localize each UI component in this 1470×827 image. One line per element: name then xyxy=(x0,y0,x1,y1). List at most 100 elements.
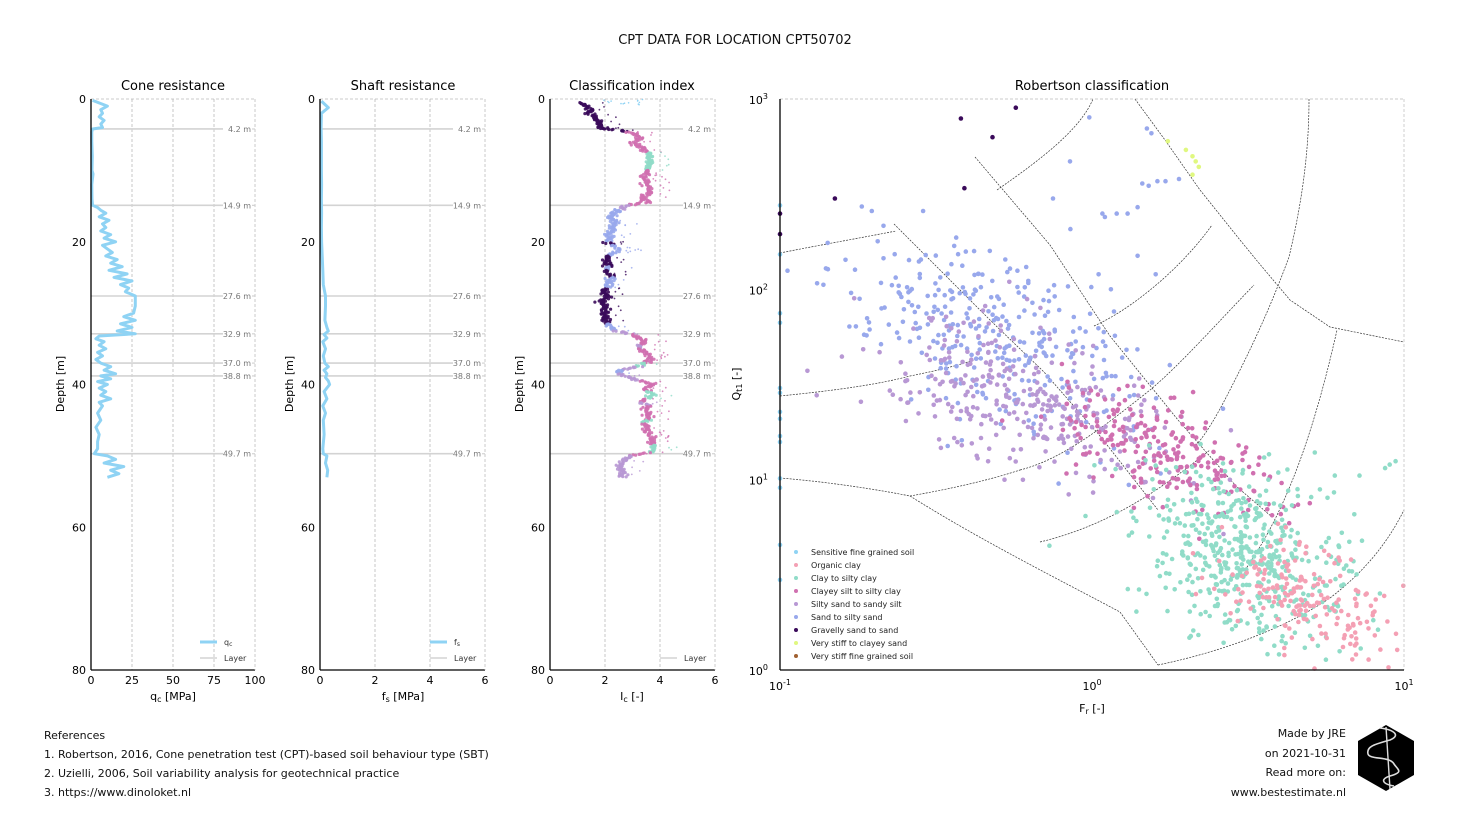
data-point xyxy=(933,281,938,286)
ic-point xyxy=(607,113,609,116)
data-point xyxy=(1177,520,1183,526)
ic-point xyxy=(642,460,645,463)
legend-marker xyxy=(794,654,798,658)
data-point xyxy=(1047,378,1053,383)
data-point xyxy=(1298,607,1303,613)
ic-point xyxy=(638,379,642,383)
tick-exponent: 0 xyxy=(1096,678,1101,687)
data-point xyxy=(860,347,866,352)
data-point xyxy=(1043,353,1049,359)
data-point xyxy=(1029,425,1035,431)
data-point xyxy=(1264,562,1269,567)
data-point xyxy=(1079,422,1084,428)
data-point xyxy=(1302,645,1308,651)
data-point xyxy=(1323,539,1329,545)
data-point xyxy=(1314,555,1320,560)
x-tick-label: 4 xyxy=(657,674,664,687)
ic-point xyxy=(619,219,622,222)
ic-point xyxy=(637,248,640,251)
data-point xyxy=(1199,463,1204,469)
data-point xyxy=(942,304,948,310)
data-point xyxy=(1038,422,1044,428)
x-tick-label: 75 xyxy=(207,674,221,687)
data-point xyxy=(900,319,906,325)
data-point xyxy=(1098,388,1104,393)
data-point xyxy=(1292,558,1298,563)
ic-point xyxy=(665,164,668,167)
data-point xyxy=(1155,558,1161,563)
data-point xyxy=(1038,426,1043,432)
ic-point xyxy=(667,158,670,161)
data-point xyxy=(1235,551,1241,557)
data-point xyxy=(1136,376,1142,381)
data-point xyxy=(1296,619,1301,625)
data-point xyxy=(1209,479,1214,485)
data-point xyxy=(1092,463,1097,468)
data-point xyxy=(1047,403,1053,409)
ic-point xyxy=(640,413,644,417)
ic-point xyxy=(642,198,646,202)
ic-point xyxy=(599,126,603,131)
data-point xyxy=(973,356,979,362)
data-point xyxy=(920,208,926,214)
data-point xyxy=(1261,556,1267,561)
data-point xyxy=(1212,477,1218,483)
data-point xyxy=(932,304,937,310)
data-point xyxy=(963,392,968,398)
data-point xyxy=(982,303,988,309)
data-point xyxy=(1205,460,1211,465)
data-point xyxy=(1220,552,1225,558)
data-point xyxy=(927,345,932,350)
data-point xyxy=(990,134,995,140)
data-point xyxy=(1065,450,1070,456)
data-point xyxy=(1307,500,1313,506)
data-point xyxy=(1251,488,1257,494)
ic-point xyxy=(647,428,652,433)
data-point xyxy=(1298,585,1304,590)
data-point xyxy=(1256,626,1262,631)
data-point xyxy=(1213,582,1219,587)
data-point xyxy=(1283,525,1289,530)
y-tick-label: 103 xyxy=(749,92,768,107)
data-point xyxy=(993,432,999,438)
data-point xyxy=(1296,612,1302,618)
data-point xyxy=(1203,420,1209,425)
data-point xyxy=(1235,607,1241,613)
layer-label: 32.9 m xyxy=(223,330,251,339)
data-point xyxy=(1052,403,1058,408)
ic-point xyxy=(633,203,638,207)
data-point xyxy=(1103,429,1108,435)
ic-point xyxy=(633,460,635,462)
data-point xyxy=(1195,576,1201,581)
ic-point xyxy=(602,127,606,131)
ic-point xyxy=(675,446,678,449)
data-point xyxy=(1153,463,1158,468)
zone-boundary xyxy=(779,230,897,254)
ic-point xyxy=(626,367,630,371)
legend-marker xyxy=(794,589,798,593)
y-tick-label: 20 xyxy=(301,236,315,249)
data-point xyxy=(1295,530,1300,536)
data-point xyxy=(927,357,933,363)
zone-boundary xyxy=(909,495,1159,666)
ic-point xyxy=(646,390,650,394)
data-point xyxy=(963,291,968,297)
data-point xyxy=(1304,544,1309,549)
data-point xyxy=(852,267,858,273)
data-point xyxy=(1214,596,1220,602)
data-point xyxy=(1251,608,1257,614)
ic-point xyxy=(622,103,624,105)
ic-point xyxy=(648,396,652,400)
data-point xyxy=(1216,558,1222,564)
data-point xyxy=(1020,477,1026,483)
data-point xyxy=(1026,280,1031,286)
data-point xyxy=(1123,438,1129,443)
data-point xyxy=(1030,330,1035,336)
data-point xyxy=(1065,379,1070,385)
ic-point xyxy=(613,246,617,250)
ic-point xyxy=(664,437,667,439)
data-point xyxy=(1018,447,1024,452)
data-point xyxy=(1278,600,1284,605)
data-point xyxy=(953,381,958,386)
data-point xyxy=(911,326,916,331)
